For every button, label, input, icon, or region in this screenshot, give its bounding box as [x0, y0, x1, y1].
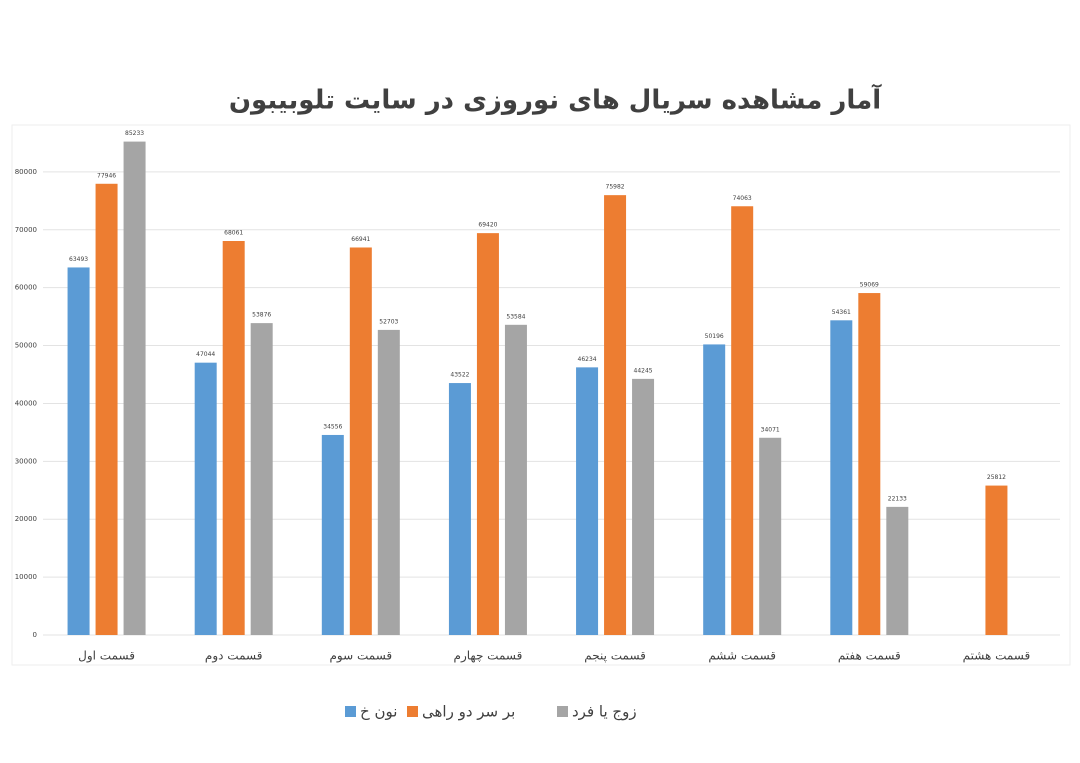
bar	[703, 344, 726, 635]
bar	[504, 324, 527, 635]
x-tick-label: قسمت پنجم	[584, 649, 646, 663]
value-label: 68061	[224, 230, 243, 237]
value-label: 74063	[733, 195, 752, 202]
bar	[222, 241, 245, 635]
value-label: 52703	[379, 318, 398, 325]
value-label: 63493	[69, 256, 88, 263]
bar	[123, 141, 146, 635]
value-label: 53876	[252, 312, 271, 319]
x-tick-label: قسمت سوم	[329, 649, 392, 664]
y-tick-label: 20000	[15, 515, 37, 523]
value-label: 75982	[606, 184, 625, 191]
value-label: 50196	[705, 333, 724, 340]
value-label: 34556	[323, 423, 342, 430]
y-tick-label: 50000	[15, 342, 37, 350]
value-label: 66941	[351, 236, 370, 243]
value-label: 25812	[987, 474, 1006, 481]
value-label: 46234	[578, 356, 597, 363]
x-tick-label: قسمت اول	[78, 649, 135, 664]
x-tick-label: قسمت ششم	[708, 649, 776, 663]
value-label: 77946	[97, 172, 116, 179]
x-tick-label: قسمت چهارم	[454, 649, 523, 664]
bar	[95, 183, 118, 635]
legend-label: بر سر دو راهی	[422, 703, 515, 721]
bar	[250, 323, 273, 635]
x-tick-label: قسمت دوم	[205, 649, 263, 664]
bar	[67, 267, 90, 635]
bar	[349, 247, 372, 635]
bar	[731, 206, 754, 636]
bar	[321, 434, 344, 635]
value-label: 47044	[196, 351, 215, 358]
bar	[886, 506, 909, 635]
value-label: 34071	[761, 426, 780, 433]
y-tick-label: 40000	[15, 399, 37, 407]
y-tick-label: 70000	[15, 226, 37, 234]
value-label: 85233	[125, 130, 144, 137]
y-tick-label: 30000	[15, 457, 37, 465]
legend-label: نون خ	[360, 703, 397, 721]
bar	[604, 195, 627, 635]
x-tick-label: قسمت هفتم	[838, 649, 901, 663]
bar	[858, 293, 881, 635]
y-tick-label: 0	[33, 631, 37, 639]
legend-swatch	[557, 706, 568, 717]
bar	[759, 437, 782, 635]
value-label: 54361	[832, 309, 851, 316]
value-label: 59069	[860, 282, 879, 289]
y-tick-label: 60000	[15, 284, 37, 292]
legend-swatch	[407, 706, 418, 717]
bar	[377, 329, 400, 635]
legend-label: زوج یا فرد	[572, 703, 637, 722]
bar	[830, 320, 853, 635]
bar	[632, 378, 655, 635]
value-label: 53584	[506, 313, 525, 320]
value-label: 69420	[478, 222, 497, 229]
bar	[476, 233, 499, 636]
x-tick-label: قسمت هشتم	[963, 649, 1031, 663]
bar	[985, 485, 1008, 635]
bar	[448, 383, 471, 635]
bar	[576, 367, 599, 635]
legend-swatch	[345, 706, 356, 717]
value-label: 22133	[888, 495, 907, 502]
value-label: 43522	[450, 372, 469, 379]
chart-title: آمار مشاهده سریال های نوروزی در سایت تلو…	[229, 84, 882, 116]
plot-frame	[11, 124, 1071, 666]
value-label: 44245	[634, 367, 653, 374]
y-tick-label: 10000	[15, 573, 37, 581]
y-tick-label: 80000	[15, 168, 37, 176]
bar	[194, 362, 217, 635]
